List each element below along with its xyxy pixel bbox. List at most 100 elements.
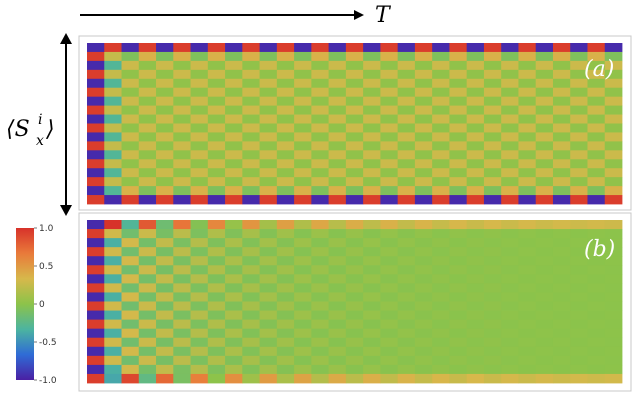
heatmap-a-cell <box>156 96 174 107</box>
heatmap-a-cell <box>87 132 105 142</box>
heatmap-b-cell <box>104 238 122 248</box>
heatmap-a-cell <box>414 177 433 187</box>
colorbar-tick-label: 0 <box>39 300 45 310</box>
y-label-close: ⟩ <box>45 117 55 142</box>
heatmap-a-cell <box>156 177 174 187</box>
heatmap-b-cell <box>207 310 226 321</box>
heatmap-a-cell <box>138 168 157 178</box>
heatmap-a-cell <box>225 51 243 62</box>
heatmap-b-cell <box>397 328 416 339</box>
heatmap-b-cell <box>604 292 623 302</box>
svg-text:⟨S: ⟨S <box>6 117 30 142</box>
heatmap-a-cell <box>294 186 312 196</box>
heatmap-a-cell <box>121 87 140 98</box>
heatmap-b-cell <box>276 328 295 339</box>
heatmap-b-cell <box>483 337 502 348</box>
heatmap-b-cell <box>345 337 364 348</box>
heatmap-b-cell <box>328 229 347 239</box>
heatmap-a-cell <box>604 87 623 98</box>
heatmap-b-cell <box>328 256 347 266</box>
heatmap-a-cell <box>397 69 416 80</box>
heatmap-b-cell <box>207 283 226 293</box>
heatmap-a-cell <box>570 60 588 71</box>
heatmap-a-cell <box>242 51 260 62</box>
heatmap-b-cell <box>604 247 623 257</box>
heatmap-b-cell <box>207 301 226 311</box>
heatmap-b-cell <box>104 229 122 239</box>
heatmap-a-cell <box>138 87 157 98</box>
heatmap-a-cell <box>570 78 588 89</box>
heatmap-b-cell <box>138 220 157 230</box>
heatmap-b-cell <box>518 283 537 293</box>
heatmap-a-cell <box>207 114 226 124</box>
heatmap-b-cell <box>604 328 623 339</box>
heatmap-a-cell <box>501 96 519 107</box>
heatmap-b-cell <box>207 364 226 375</box>
heatmap-b-cell <box>363 364 381 375</box>
heatmap-b-cell <box>570 364 588 375</box>
heatmap-a-cell <box>225 43 243 53</box>
heatmap-a-cell <box>242 78 260 89</box>
heatmap-b-cell <box>294 355 312 366</box>
heatmap-a-cell <box>483 69 502 80</box>
heatmap-a-cell <box>207 69 226 80</box>
heatmap-b-cell <box>190 247 209 257</box>
heatmap-a-cell <box>311 141 330 151</box>
heatmap-b-cell <box>311 355 330 366</box>
heatmap-b-cell <box>345 256 364 266</box>
heatmap-b-cell <box>501 301 519 311</box>
heatmap-b-cell <box>121 319 140 330</box>
heatmap-b-cell <box>156 364 174 375</box>
heatmap-b-cell <box>225 373 243 384</box>
heatmap-a-cell <box>518 87 537 98</box>
heatmap-b-cell <box>156 310 174 321</box>
heatmap-b-cell <box>466 319 485 330</box>
heatmap-a-cell <box>311 60 330 71</box>
heatmap-a-cell <box>242 177 260 187</box>
heatmap-b-cell <box>225 301 243 311</box>
heatmap-b-cell <box>397 337 416 348</box>
heatmap-a-cell <box>345 87 364 98</box>
heatmap-b-cell <box>535 301 554 311</box>
heatmap-b-cell <box>311 220 330 230</box>
heatmap-b-cell <box>207 319 226 330</box>
heatmap-a-cell <box>363 177 381 187</box>
heatmap-a-cell <box>570 141 588 151</box>
heatmap-b-cell <box>432 247 450 257</box>
heatmap-b-cell <box>225 256 243 266</box>
heatmap-a-cell <box>242 114 260 124</box>
heatmap-b-cell <box>138 355 157 366</box>
heatmap-b-cell <box>138 310 157 321</box>
heatmap-a-cell <box>311 132 330 142</box>
heatmap-a-cell <box>501 78 519 89</box>
heatmap-a-cell <box>587 168 606 178</box>
heatmap-b-cell <box>225 220 243 230</box>
heatmap-b-cell <box>173 346 191 357</box>
heatmap-a-cell <box>604 177 623 187</box>
heatmap-a-cell <box>87 114 105 124</box>
heatmap-b-cell <box>397 247 416 257</box>
heatmap-b-cell <box>328 247 347 257</box>
heatmap-b-cell <box>414 292 433 302</box>
heatmap-b-cell <box>414 274 433 284</box>
heatmap-b-cell <box>225 337 243 348</box>
heatmap-a-cell <box>501 43 519 53</box>
heatmap-a-cell <box>345 51 364 62</box>
heatmap-a-cell <box>242 69 260 80</box>
heatmap-b-cell <box>173 364 191 375</box>
heatmap-a-cell <box>294 177 312 187</box>
heatmap-b-cell <box>518 247 537 257</box>
heatmap-b-cell <box>518 238 537 248</box>
heatmap-a-cell <box>345 195 364 205</box>
heatmap-a-cell <box>328 43 347 53</box>
heatmap-b-cell <box>87 265 105 275</box>
heatmap-a-cell <box>190 87 209 98</box>
heatmap-b-cell <box>604 301 623 311</box>
heatmap-b-cell <box>259 373 278 384</box>
heatmap-a-cell <box>242 87 260 98</box>
heatmap-b-cell <box>345 274 364 284</box>
heatmap-b-cell <box>259 337 278 348</box>
heatmap-b-cell <box>242 364 260 375</box>
heatmap-a-cell <box>225 60 243 71</box>
heatmap-b-cell <box>535 364 554 375</box>
